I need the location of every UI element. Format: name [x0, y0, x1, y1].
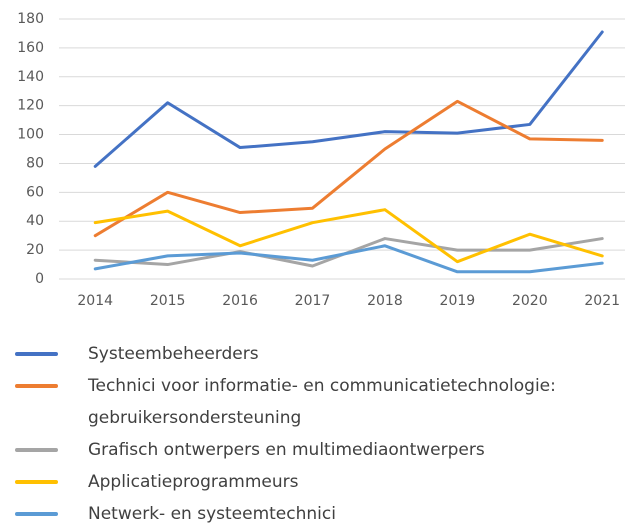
y-tick-label: 0 — [35, 271, 44, 287]
legend: Systeembeheerders Technici voor informati… — [0, 338, 627, 530]
x-tick-label: 2020 — [512, 293, 548, 309]
y-tick-label: 100 — [17, 127, 44, 143]
legend-item: Netwerk- en systeemtechnici — [0, 498, 618, 530]
y-tick-label: 80 — [26, 155, 44, 171]
x-tick-label: 2017 — [295, 293, 331, 309]
y-tick-label: 140 — [17, 69, 44, 85]
legend-label: Applicatieprogrammeurs — [88, 472, 299, 492]
legend-label: Netwerk- en systeemtechnici — [88, 504, 336, 524]
legend-item: Systeembeheerders — [0, 338, 618, 370]
legend-swatch — [15, 480, 58, 484]
series-line — [93, 99, 604, 238]
chart: 0 20 40 60 80 100 120 140 160 180 2014 2015 2016 2017… — [17, 11, 625, 309]
x-tick-label: 2014 — [77, 293, 113, 309]
y-tick-label: 20 — [26, 242, 44, 258]
y-tick-label: 40 — [26, 213, 44, 229]
legend-label: Technici voor informatie- en communicati… — [88, 376, 556, 428]
legend-item: Technici voor informatie- en communicati… — [0, 370, 618, 434]
y-tick-label: 60 — [26, 184, 44, 200]
x-tick-label: 2021 — [584, 293, 620, 309]
legend-label: Systeembeheerders — [88, 344, 259, 364]
y-tick-label: 120 — [17, 98, 44, 114]
legend-item: Applicatieprogrammeurs — [0, 466, 618, 498]
series-line — [93, 208, 604, 264]
legend-swatch — [15, 352, 58, 356]
series-line — [93, 244, 604, 274]
series-line — [93, 30, 604, 168]
legend-item: Grafisch ontwerpers en multimediaontwerp… — [0, 434, 618, 466]
legend-swatch — [15, 448, 58, 452]
x-tick-label: 2016 — [222, 293, 258, 309]
x-tick-label: 2015 — [150, 293, 186, 309]
legend-swatch — [15, 512, 58, 516]
y-tick-label: 180 — [17, 11, 44, 27]
x-tick-label: 2018 — [367, 293, 403, 309]
legend-swatch — [15, 384, 58, 388]
legend-label: Grafisch ontwerpers en multimediaontwerp… — [88, 440, 485, 460]
x-tick-label: 2019 — [440, 293, 476, 309]
y-tick-label: 160 — [17, 40, 44, 56]
